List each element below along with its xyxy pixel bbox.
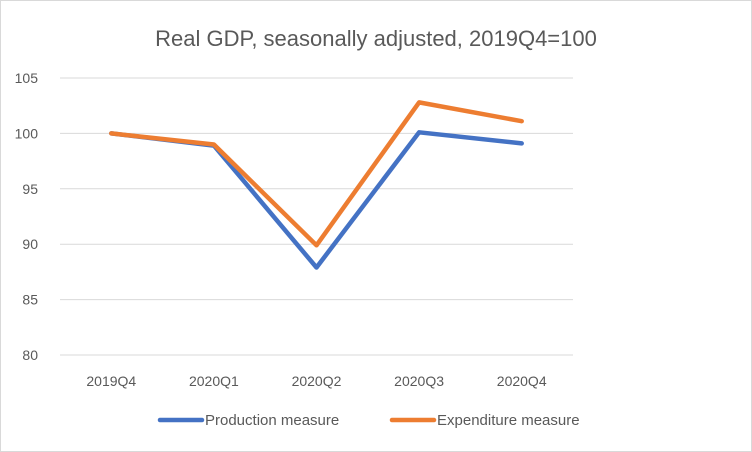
- y-tick-label: 95: [22, 181, 38, 197]
- y-tick-label: 90: [22, 236, 38, 252]
- y-tick-label: 80: [22, 347, 38, 363]
- x-tick-label: 2020Q2: [292, 373, 342, 389]
- x-tick-label: 2019Q4: [86, 373, 136, 389]
- legend-label: Expenditure measure: [437, 412, 580, 429]
- chart-title: Real GDP, seasonally adjusted, 2019Q4=10…: [155, 26, 597, 51]
- x-tick-label: 2020Q4: [497, 373, 547, 389]
- x-tick-label: 2020Q3: [394, 373, 444, 389]
- legend-label: Production measure: [205, 412, 339, 429]
- x-tick-label: 2020Q1: [189, 373, 239, 389]
- y-tick-label: 100: [15, 125, 39, 141]
- y-tick-label: 85: [22, 292, 38, 308]
- y-tick-label: 105: [15, 70, 39, 86]
- series-line-expenditure-measure: [109, 100, 524, 248]
